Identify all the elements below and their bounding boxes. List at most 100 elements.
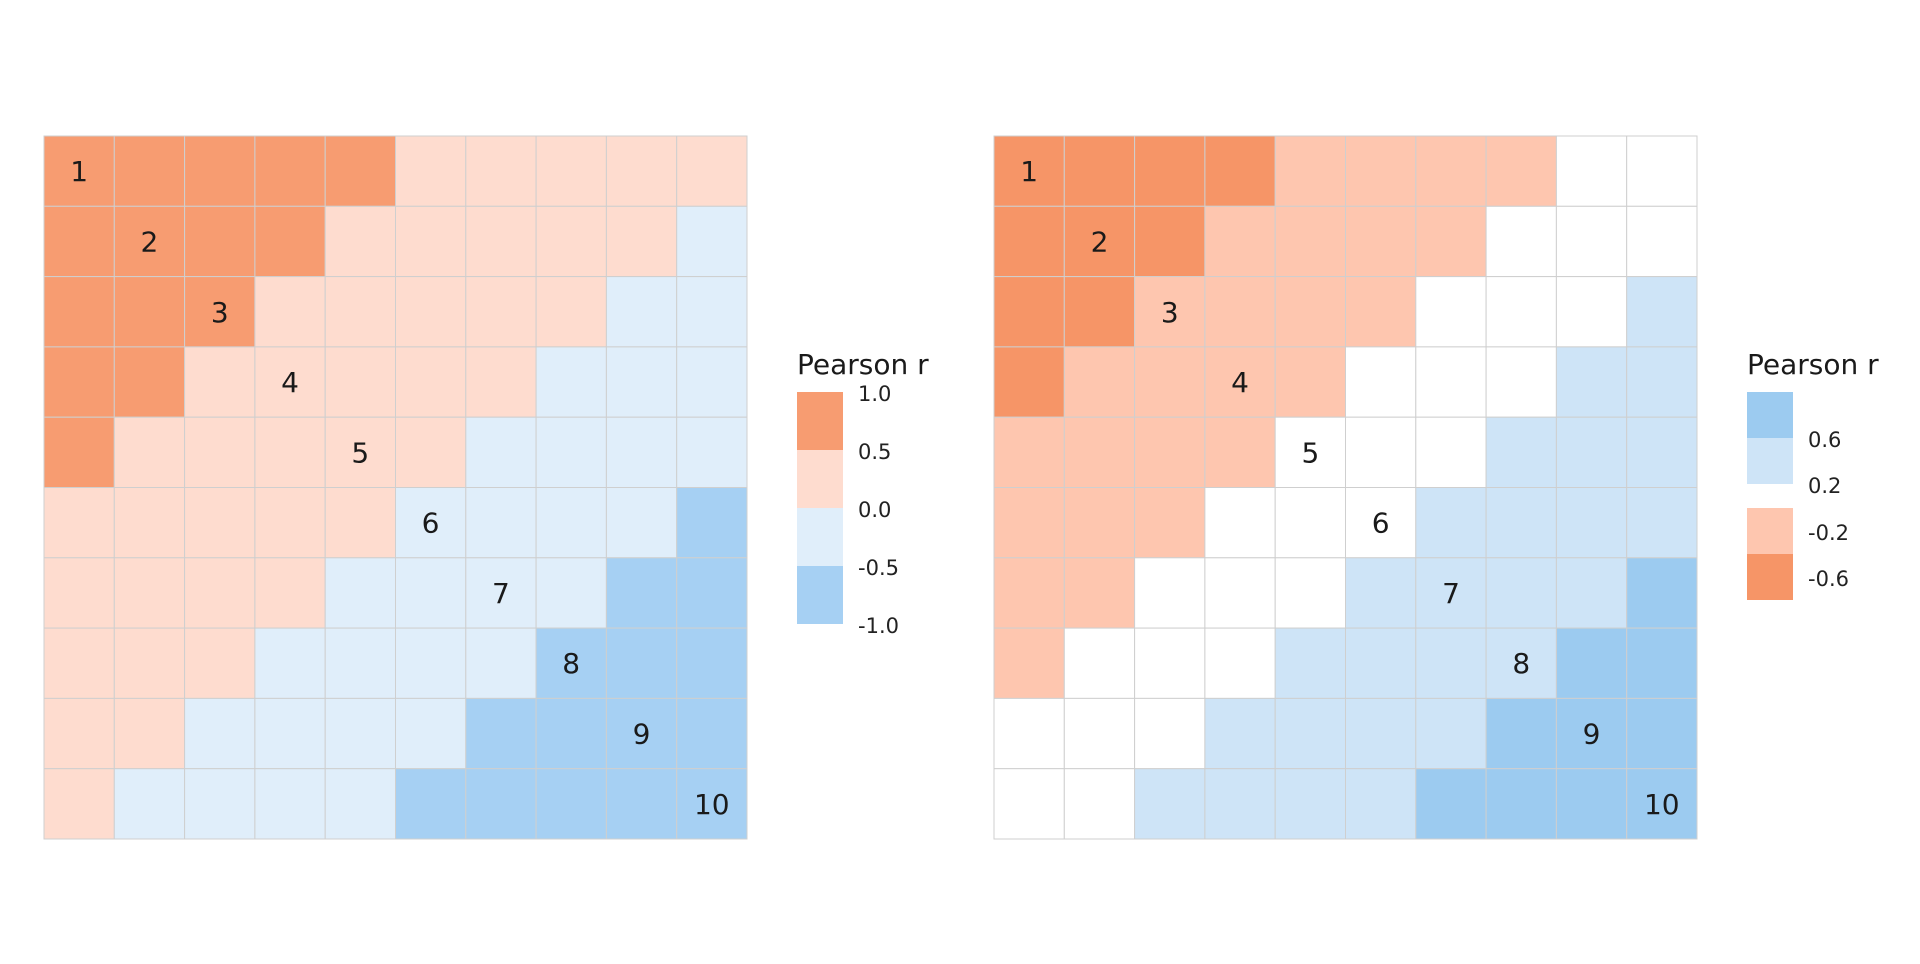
heatmap-cell bbox=[255, 206, 325, 276]
heatmap-cell bbox=[185, 206, 255, 276]
heatmap-cell bbox=[1135, 136, 1205, 206]
heatmap-cell bbox=[1556, 347, 1626, 417]
heatmap-cell bbox=[185, 347, 255, 417]
heatmap-cell bbox=[466, 488, 536, 558]
heatmap-cell bbox=[114, 558, 184, 628]
heatmap-cell bbox=[255, 277, 325, 347]
legend-swatch bbox=[1747, 392, 1793, 438]
heatmap-cell bbox=[1346, 558, 1416, 628]
heatmap-cell bbox=[1275, 277, 1345, 347]
heatmap-cell bbox=[44, 206, 114, 276]
heatmap-cell bbox=[1205, 558, 1275, 628]
heatmap-cell bbox=[1627, 558, 1697, 628]
heatmap-cell bbox=[536, 769, 606, 839]
legend-swatch bbox=[1747, 554, 1793, 600]
diagonal-label: 2 bbox=[1091, 226, 1109, 259]
heatmap-cell bbox=[396, 136, 466, 206]
diagonal-label: 1 bbox=[70, 155, 88, 188]
heatmap-cell bbox=[1205, 277, 1275, 347]
legend-label: -1.0 bbox=[858, 614, 899, 638]
heatmap-cell bbox=[1416, 206, 1486, 276]
heatmap-cell bbox=[1205, 698, 1275, 768]
heatmap-cell bbox=[536, 347, 606, 417]
heatmap-cell bbox=[1486, 206, 1556, 276]
heatmap-cell bbox=[466, 206, 536, 276]
heatmap-cell bbox=[606, 206, 676, 276]
heatmap-cell bbox=[1064, 628, 1134, 698]
heatmap-cell bbox=[44, 628, 114, 698]
heatmap-cell bbox=[1064, 136, 1134, 206]
heatmap-panel-2: 12345678910Pearson r0.60.2-0.2-0.6 bbox=[994, 136, 1879, 839]
heatmap-cell bbox=[1205, 417, 1275, 487]
heatmap-cell bbox=[1416, 417, 1486, 487]
legend-swatch bbox=[797, 566, 843, 624]
legend-2: Pearson r 0.6 0.2 -0.2 -0.6 bbox=[1747, 348, 1879, 600]
heatmap-cell bbox=[255, 136, 325, 206]
heatmap-cell bbox=[325, 628, 395, 698]
heatmap-cell bbox=[606, 558, 676, 628]
heatmap-panel-1: 1 2 3 4 5 6 7 8 9 10 Pearson r1.0 0.5 0.0 -0.5 -1.0 bbox=[44, 136, 929, 839]
heatmap-cell bbox=[1486, 277, 1556, 347]
heatmap-cell bbox=[606, 488, 676, 558]
heatmap-cell bbox=[1275, 698, 1345, 768]
heatmap-cell bbox=[536, 488, 606, 558]
heatmap-cell bbox=[396, 417, 466, 487]
heatmap-cell bbox=[1627, 628, 1697, 698]
legend-label: 0.2 bbox=[1808, 474, 1841, 498]
heatmap-cell bbox=[606, 417, 676, 487]
heatmap-cell bbox=[114, 488, 184, 558]
diagonal-label: 1 bbox=[1020, 155, 1038, 188]
heatmap-cell bbox=[466, 769, 536, 839]
heatmap-cell bbox=[185, 417, 255, 487]
diagonal-label: 4 bbox=[1231, 366, 1249, 399]
heatmap-cell bbox=[1416, 277, 1486, 347]
heatmap-cell bbox=[1486, 417, 1556, 487]
heatmap-cell bbox=[1627, 698, 1697, 768]
heatmap-cell bbox=[1135, 347, 1205, 417]
heatmap-cell bbox=[1416, 769, 1486, 839]
diagonal-label: 8 bbox=[562, 647, 580, 680]
legend-label: 0.0 bbox=[858, 498, 891, 522]
heatmap-cell bbox=[1205, 206, 1275, 276]
legend-label: -0.5 bbox=[858, 556, 899, 580]
heatmap-cell bbox=[255, 628, 325, 698]
heatmap-cell bbox=[466, 628, 536, 698]
heatmap-cell bbox=[1556, 558, 1626, 628]
heatmap-cell bbox=[325, 136, 395, 206]
heatmap-cell bbox=[396, 558, 466, 628]
heatmap-cell bbox=[1556, 277, 1626, 347]
heatmap-cell bbox=[1627, 277, 1697, 347]
heatmap-cell bbox=[1135, 628, 1205, 698]
heatmap-cell bbox=[1135, 417, 1205, 487]
legend-label: -0.6 bbox=[1808, 567, 1849, 591]
heatmap-cell bbox=[185, 628, 255, 698]
legend-swatch bbox=[797, 392, 843, 450]
heatmap-cell bbox=[114, 136, 184, 206]
diagonal-label: 2 bbox=[140, 226, 158, 259]
heatmap-cell bbox=[536, 277, 606, 347]
legend-swatch bbox=[1747, 438, 1793, 484]
diagonal-label: 7 bbox=[1442, 577, 1460, 610]
heatmap-cell bbox=[185, 558, 255, 628]
heatmap-cell bbox=[1416, 136, 1486, 206]
heatmap-cell bbox=[325, 558, 395, 628]
heatmap-cell bbox=[44, 488, 114, 558]
heatmap-cell bbox=[1416, 347, 1486, 417]
heatmap-cell bbox=[466, 417, 536, 487]
heatmap-cell bbox=[114, 769, 184, 839]
diagonal-label: 3 bbox=[1161, 296, 1179, 329]
heatmap-cell bbox=[1556, 769, 1626, 839]
heatmap-cell bbox=[1416, 628, 1486, 698]
heatmap-cell bbox=[255, 698, 325, 768]
heatmap-cell bbox=[536, 558, 606, 628]
heatmap-cell bbox=[606, 628, 676, 698]
heatmap-cell bbox=[677, 347, 747, 417]
heatmap-cell bbox=[1064, 417, 1134, 487]
heatmap-cell bbox=[1556, 417, 1626, 487]
heatmap-cell bbox=[44, 698, 114, 768]
heatmap-cell bbox=[994, 558, 1064, 628]
heatmap-cell bbox=[325, 488, 395, 558]
heatmap-cell bbox=[1275, 206, 1345, 276]
heatmap-cell bbox=[396, 206, 466, 276]
heatmap-cell bbox=[677, 698, 747, 768]
